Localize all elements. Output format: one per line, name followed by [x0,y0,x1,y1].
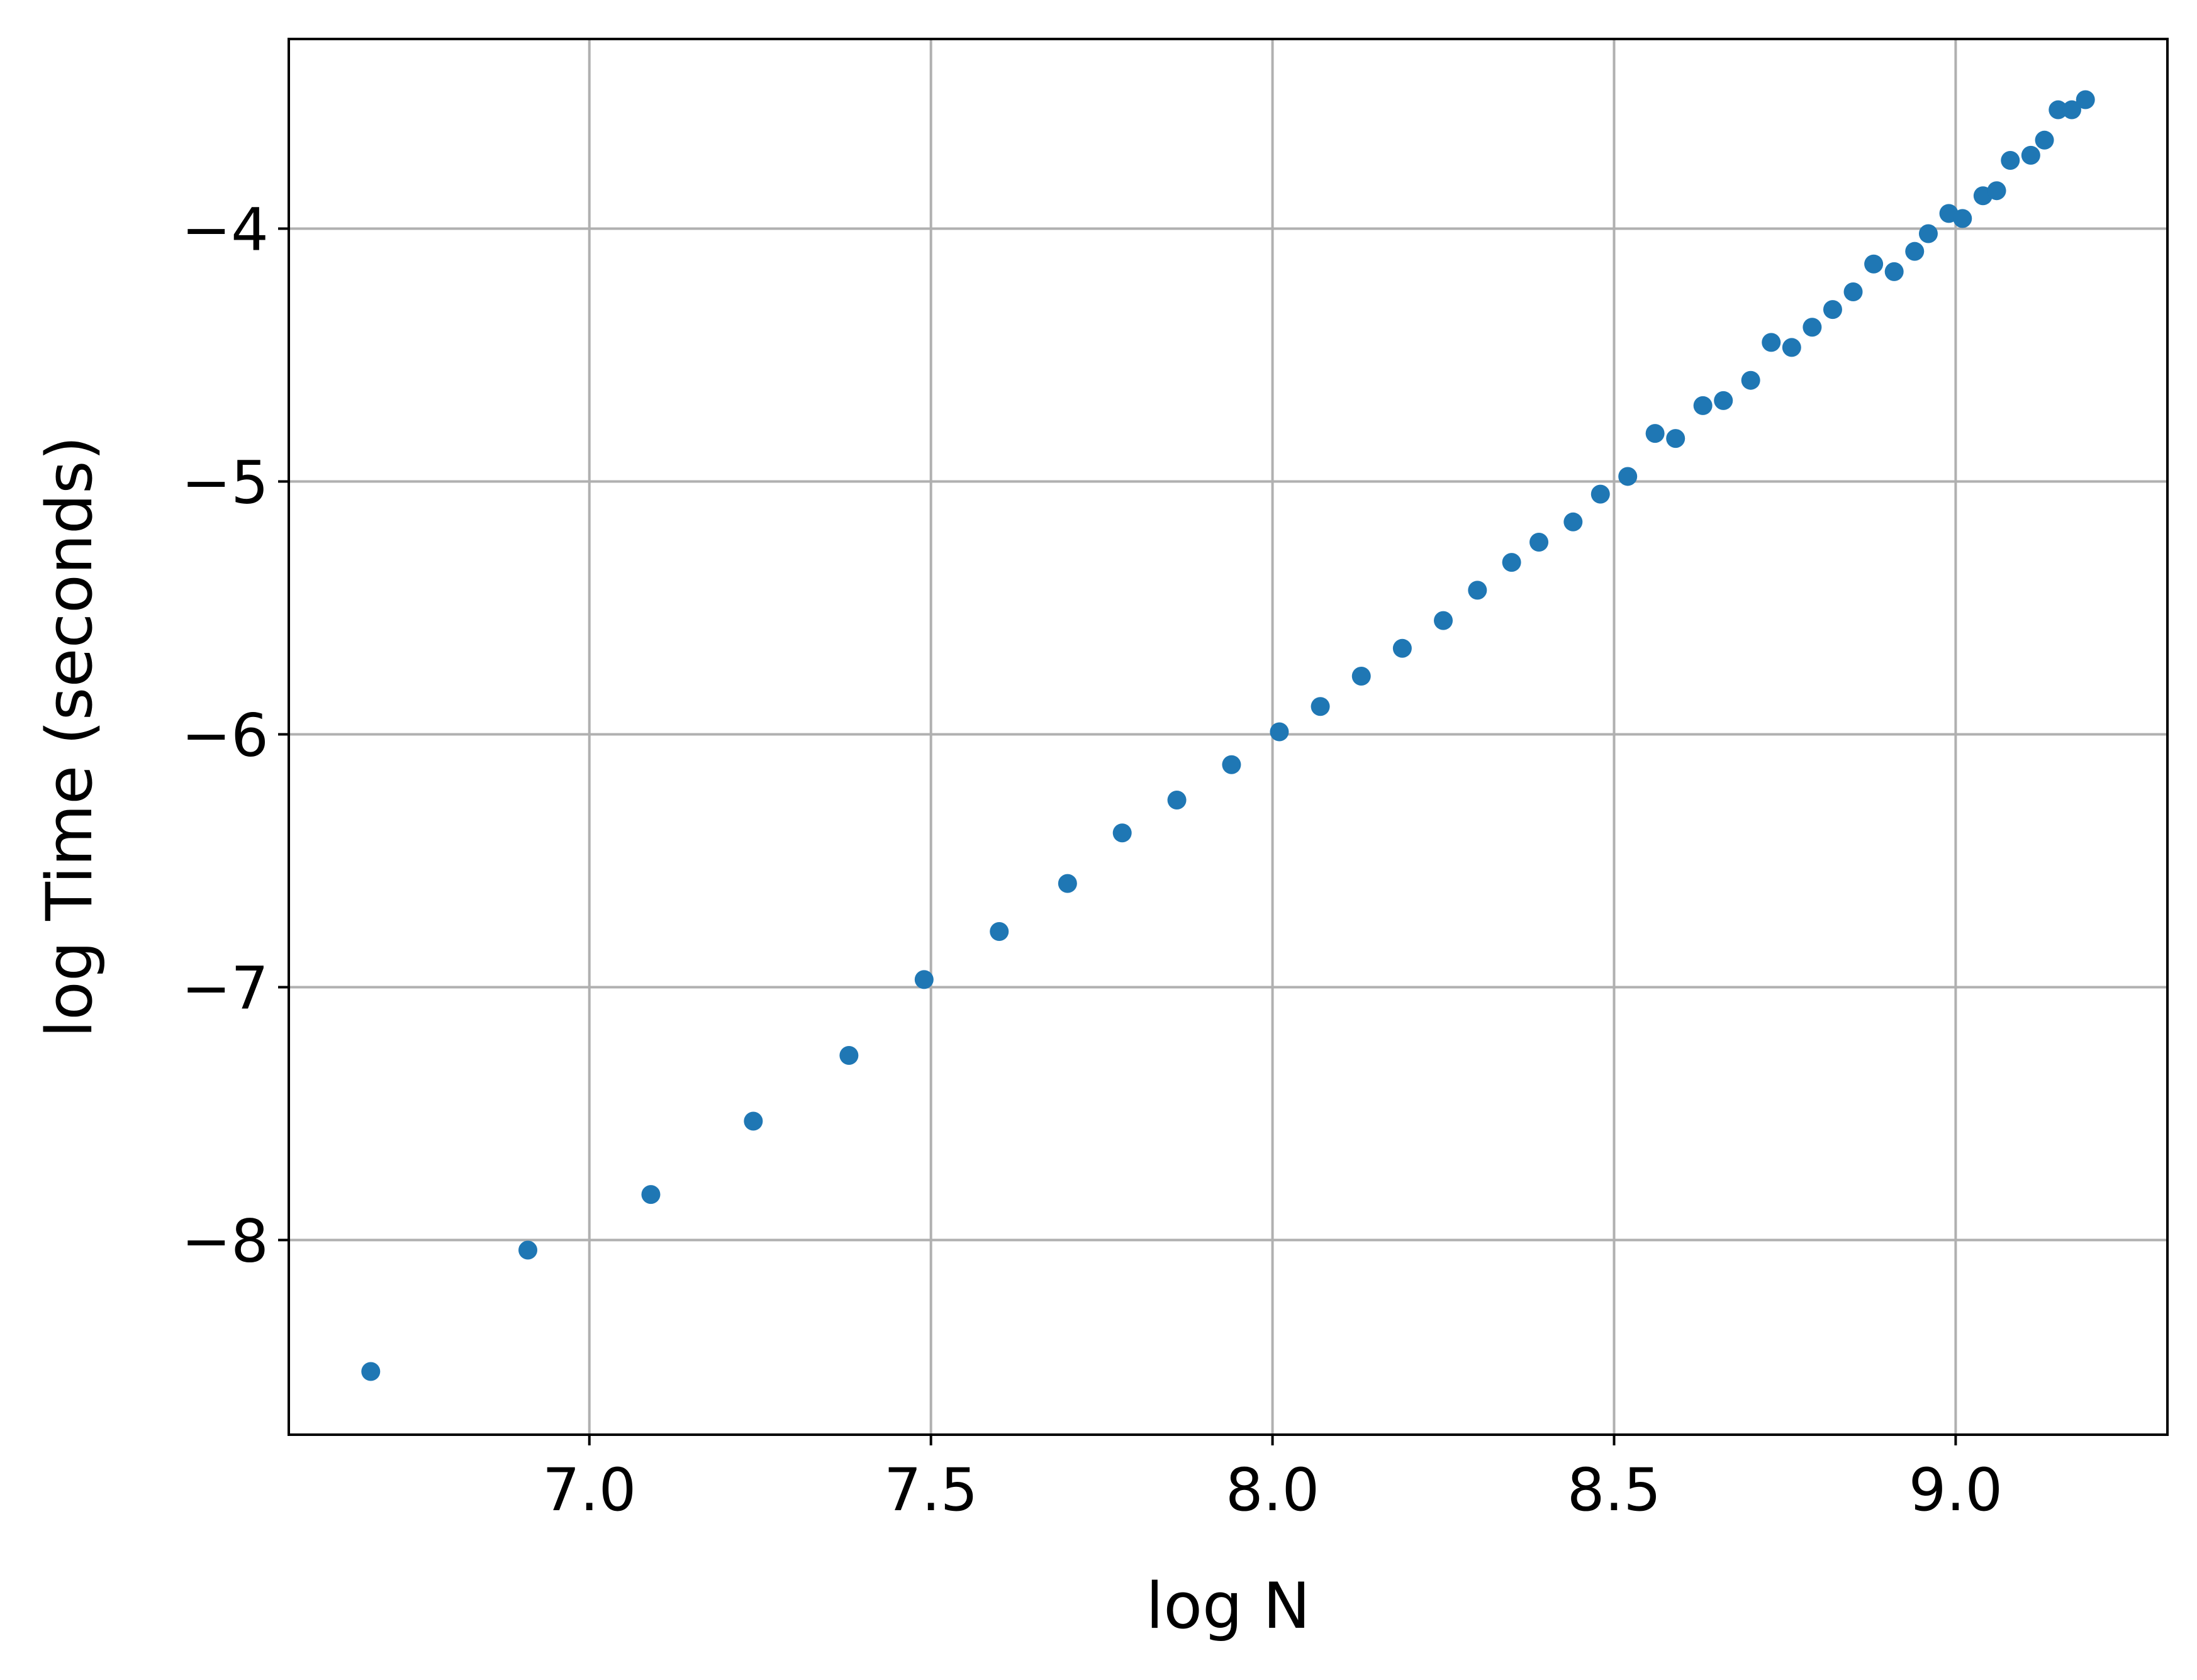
scatter-points [361,90,2095,1381]
data-point [1434,611,1453,630]
data-point [1645,424,1665,443]
data-point [641,1185,661,1204]
data-point [1987,181,2006,201]
data-point [2076,90,2095,109]
data-point [1351,667,1371,686]
data-point [1167,790,1187,809]
x-tick-label: 8.5 [1567,1456,1662,1525]
data-point [1311,697,1330,716]
data-point [361,1362,381,1381]
data-point [1590,484,1610,504]
x-tick-label: 7.5 [884,1456,978,1525]
data-point [1905,242,1925,261]
data-point [2021,145,2040,165]
data-point [1884,262,1904,281]
data-point [1618,467,1638,486]
data-point [1666,429,1685,448]
y-tick-label: −6 [181,701,269,770]
data-point [2049,100,2068,120]
plot-frame [288,38,2169,1436]
y-axis-label: log Time (seconds) [32,436,106,1038]
data-point [1918,224,1938,243]
data-point [1782,338,1801,357]
data-point [1468,581,1487,600]
data-point [1953,209,1972,228]
data-point [1563,512,1583,531]
y-tick-label: −8 [181,1207,269,1276]
y-tick-label: −4 [181,196,269,264]
x-tick-label: 7.0 [542,1456,637,1525]
y-tick-label: −5 [181,448,269,517]
data-point [744,1111,763,1131]
x-tick-label: 9.0 [1909,1456,2003,1525]
y-tick-label: −7 [181,954,269,1023]
data-point [914,970,934,989]
data-point [1222,755,1241,774]
data-point [1058,874,1077,893]
data-point [1843,282,1863,301]
data-point [518,1240,538,1260]
x-axis-label: log N [1146,1569,1311,1643]
data-point [1502,553,1521,572]
data-point [839,1046,859,1065]
data-point [1762,333,1781,352]
data-point [1864,254,1884,274]
data-point [1803,318,1822,337]
data-point [2001,150,2020,170]
data-point [990,922,1009,942]
data-point [1823,300,1842,320]
x-tick-label: 8.0 [1226,1456,1320,1525]
data-point [1741,370,1760,390]
data-point [2062,100,2081,120]
axis-ticks: 7.0 7.5 8.0 8.5 9.0 −8 −7 −6 −5 −4 [181,196,2003,1525]
data-point [1529,532,1549,552]
data-point [1112,823,1132,843]
grid [289,39,2167,1435]
data-point [1714,391,1733,410]
data-point [2035,130,2054,150]
data-point [1270,722,1289,742]
data-point [1392,638,1412,658]
data-point [1693,396,1713,415]
